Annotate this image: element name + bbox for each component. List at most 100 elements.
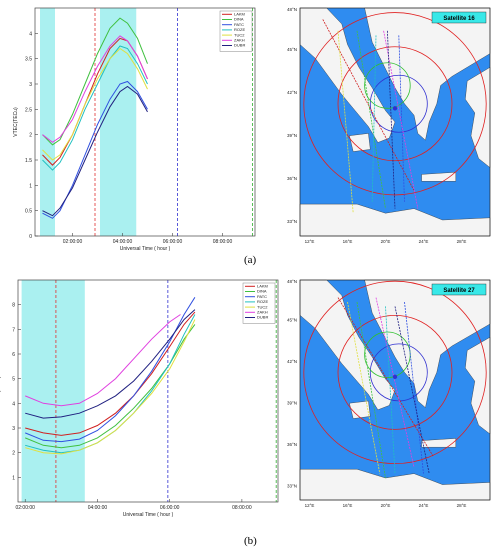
- preparation-zone-large: [303, 12, 487, 196]
- shaded-interval: [40, 8, 55, 236]
- y-tick-label: 1: [29, 183, 32, 189]
- y-tick-label: 0: [29, 234, 32, 240]
- shaded-interval: [21, 280, 85, 502]
- series-line-dina: [42, 17, 148, 146]
- x-tick-label: 06:00:00: [163, 239, 183, 245]
- legend-entry-roze: ROZE: [257, 299, 268, 304]
- panel-label-b: (b): [244, 535, 257, 547]
- y-tick-label: 6: [12, 352, 15, 358]
- vtec-chart-a: 0 0.5 1 1.5 2 2.5 3 3.5 4 02:00:00 04:00:00 06:00:0…: [13, 7, 256, 252]
- map-frame: [299, 7, 491, 237]
- panel-a: 0 0.5 1 1.5 2 2.5 3 3.5 4 02:00:00 04:00:00 06:00:0…: [13, 7, 491, 252]
- shaded-interval: [100, 8, 137, 236]
- lat-tick-label: 45°N: [287, 47, 297, 52]
- ipp-track: [356, 30, 386, 209]
- panel-b: 1 2 3 4 5 6 7 8 02:00:00 04:00:00 06:00:00 08:00:00…: [0, 279, 491, 518]
- ipp-track: [383, 30, 419, 209]
- lat-tick-label: 42°N: [287, 359, 297, 364]
- plot-area: [35, 8, 255, 236]
- y-tick-label: 4: [12, 401, 15, 407]
- y-tick-label: 5: [12, 377, 15, 383]
- satellite-badge-bg: [431, 283, 487, 296]
- legend-entry-lakm: LAKM: [257, 284, 268, 289]
- legend-entry-lakm: LAKM: [234, 12, 245, 17]
- lat-tick-label: 36°N: [287, 442, 297, 447]
- y-tick-label: 3: [29, 82, 32, 88]
- x-tick-label: 02:00:00: [63, 239, 83, 245]
- x-tick-label: 08:00:00: [213, 239, 233, 245]
- series-line-roze: [42, 45, 148, 171]
- ipp-track: [375, 297, 415, 468]
- y-tick-label: 2.5: [25, 107, 32, 113]
- y-tick-label: 1.5: [25, 158, 32, 164]
- lat-tick-label: 33°N: [287, 219, 297, 224]
- y-tick-label: 0.5: [25, 209, 32, 215]
- lon-tick-label: 28°E: [457, 239, 467, 244]
- ipp-track: [337, 297, 434, 457]
- lat-tick-label: 36°N: [287, 176, 297, 181]
- legend-entry-dina: DINA: [234, 17, 244, 22]
- legend-entry-patc: PATC: [234, 22, 244, 27]
- lat-tick-label: 39°N: [287, 133, 297, 138]
- map-frame: [299, 279, 491, 501]
- x-tick-label: 04:00:00: [88, 505, 108, 511]
- lat-tick-label: 42°N: [287, 90, 297, 95]
- land-sicily: [349, 133, 371, 152]
- y-tick-label: 4: [29, 31, 32, 37]
- lon-tick-label: 28°E: [457, 503, 467, 508]
- y-tick-label: 3: [12, 426, 15, 432]
- vtec-chart-b: 1 2 3 4 5 6 7 8 02:00:00 04:00:00 06:00:00 08:00:00…: [0, 279, 279, 518]
- land-crete: [421, 438, 456, 448]
- preparation-zone-green: [364, 62, 411, 109]
- x-axis-label: Universal Time ( hour ): [123, 512, 174, 518]
- legend-box: [242, 282, 276, 324]
- x-tick-label: 02:00:00: [15, 505, 35, 511]
- legend-entry-dubr: DUBR: [257, 315, 268, 320]
- lon-tick-label: 16°E: [343, 239, 353, 244]
- series-line-lakm: [25, 311, 196, 436]
- legend-entry-dubr: DUBR: [234, 43, 245, 48]
- legend-entry-zakh: ZAKH: [234, 38, 245, 43]
- satellite-badge: Satellite 16: [443, 16, 475, 22]
- ipp-track: [356, 301, 386, 479]
- map-a: Satellite 16 48°N 45°N 42°N 39°N 36°N 33°N 12°E…: [287, 7, 491, 244]
- series-line-dubr: [42, 85, 148, 217]
- y-tick-label: 7: [12, 327, 15, 333]
- y-tick-label: 2: [29, 133, 32, 139]
- x-axis-label: Universal Time ( hour ): [120, 246, 171, 252]
- plot-frame: [34, 7, 256, 237]
- ipp-track: [394, 306, 430, 474]
- lat-tick-label: 48°N: [287, 7, 297, 12]
- map-b: Satellite 27 48°N 45°N 42°N 39°N 36°N 33°N 12°E…: [287, 279, 491, 508]
- epicenter-marker: [392, 106, 398, 111]
- ipp-track: [387, 30, 396, 209]
- lon-tick-label: 20°E: [381, 239, 391, 244]
- preparation-zone-large: [303, 280, 487, 464]
- satellite-badge: Satellite 27: [443, 288, 475, 294]
- lon-tick-label: 12°E: [305, 239, 315, 244]
- legend-entry-patc: PATC: [257, 294, 267, 299]
- legend-box: [219, 10, 253, 52]
- preparation-zone-green: [364, 331, 411, 379]
- preparation-zone-medium: [337, 46, 453, 162]
- ipp-track: [398, 35, 405, 202]
- preparation-zone-medium: [337, 315, 453, 430]
- lon-tick-label: 20°E: [381, 503, 391, 508]
- y-tick-label: 3.5: [25, 57, 32, 63]
- land-sicily: [349, 400, 371, 419]
- x-tick-label: 04:00:00: [113, 239, 133, 245]
- legend-entry-tuc2: TUC2: [257, 304, 268, 309]
- ipp-track: [385, 306, 396, 474]
- series-line-zakh: [42, 35, 148, 143]
- series-line-tuc2: [25, 319, 196, 455]
- y-tick-label: 8: [12, 303, 15, 309]
- satellite-badge-bg: [431, 11, 487, 24]
- x-tick-label: 06:00:00: [160, 505, 180, 511]
- epicenter-marker: [392, 374, 398, 379]
- ipp-track: [322, 19, 415, 191]
- land-italy: [299, 279, 396, 411]
- lat-tick-label: 39°N: [287, 401, 297, 406]
- series-line-zakh: [25, 314, 181, 407]
